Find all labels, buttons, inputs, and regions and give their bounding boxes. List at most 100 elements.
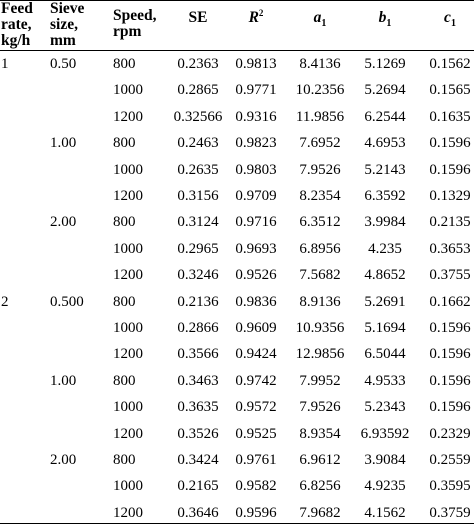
cell-se: 0.3526 [177, 426, 219, 442]
cell-c1: 0.1635 [429, 109, 471, 125]
cell-b1: 6.5044 [364, 346, 406, 362]
cell-se: 0.2865 [177, 82, 219, 98]
table-top-rule [0, 0, 474, 1]
cell-se: 0.3424 [177, 452, 219, 468]
cell-a1: 6.8956 [299, 241, 341, 257]
cell-speed: 1200 [113, 346, 143, 362]
cell-c1: 0.3653 [429, 241, 471, 257]
cell-c1: 0.3759 [429, 505, 471, 521]
cell-r2: 0.9761 [235, 452, 277, 468]
header-se: SE [188, 9, 208, 26]
cell-r2: 0.9813 [235, 56, 277, 72]
cell-speed: 800 [113, 294, 136, 310]
cell-c1: 0.2329 [429, 426, 471, 442]
cell-a1: 7.9526 [299, 399, 341, 415]
header-bottom-rule [0, 50, 474, 51]
cell-r2: 0.9693 [235, 241, 277, 257]
cell-speed: 1000 [113, 320, 143, 336]
cell-b1: 4.235 [368, 241, 402, 257]
cell-r2: 0.9836 [235, 294, 277, 310]
header-c1-subscript: 1 [450, 18, 456, 30]
cell-c1: 0.1562 [429, 56, 471, 72]
cell-b1: 4.9533 [364, 373, 406, 389]
cell-a1: 10.9356 [295, 320, 345, 336]
cell-c1: 0.2559 [429, 452, 471, 468]
cell-b1: 4.1562 [364, 505, 406, 521]
cell-r2: 0.9803 [235, 162, 277, 178]
cell-r2: 0.9526 [235, 267, 277, 283]
cell-sieve: 1.00 [50, 373, 77, 389]
cell-se: 0.3566 [177, 346, 219, 362]
cell-speed: 1000 [113, 399, 143, 415]
cell-c1: 0.1662 [429, 294, 471, 310]
cell-b1: 6.2544 [364, 109, 406, 125]
cell-r2: 0.9582 [235, 478, 277, 494]
cell-se: 0.3463 [177, 373, 219, 389]
header-sieve-line: size, [50, 16, 78, 33]
cell-se: 0.2363 [177, 56, 219, 72]
cell-b1: 5.1269 [364, 56, 406, 72]
header-b1-subscript: 1 [386, 18, 392, 30]
cell-feed: 2 [1, 294, 9, 310]
cell-se: 0.2463 [177, 135, 219, 151]
cell-a1: 12.9856 [295, 346, 345, 362]
header-feed_rate-line: kg/h [1, 32, 31, 49]
cell-r2: 0.9609 [235, 320, 277, 336]
cell-speed: 1200 [113, 109, 143, 125]
cell-a1: 8.9136 [299, 294, 341, 310]
cell-b1: 3.9984 [364, 214, 406, 230]
cell-se: 0.2866 [177, 320, 219, 336]
cell-speed: 1200 [113, 426, 143, 442]
cell-r2: 0.9525 [235, 426, 277, 442]
cell-speed: 1200 [113, 267, 143, 283]
cell-a1: 8.2354 [299, 188, 341, 204]
cell-a1: 7.9952 [299, 373, 341, 389]
cell-sieve: 2.00 [50, 452, 77, 468]
cell-speed: 800 [113, 452, 136, 468]
cell-sieve: 2.00 [50, 214, 77, 230]
header-a1-subscript: 1 [321, 18, 327, 30]
cell-b1: 4.6953 [364, 135, 406, 151]
cell-a1: 6.9612 [299, 452, 341, 468]
cell-speed: 1000 [113, 241, 143, 257]
cell-a1: 7.9682 [299, 505, 341, 521]
header-r2-supscript: 2 [258, 7, 264, 18]
cell-r2: 0.9742 [235, 373, 277, 389]
cell-c1: 0.1596 [429, 135, 471, 151]
cell-speed: 800 [113, 373, 136, 389]
cell-r2: 0.9716 [235, 214, 277, 230]
cell-a1: 8.4136 [299, 56, 341, 72]
cell-speed: 1000 [113, 162, 143, 178]
header-speed-line: rpm [113, 23, 142, 40]
cell-speed: 800 [113, 56, 136, 72]
cell-r2: 0.9709 [235, 188, 277, 204]
cell-feed: 1 [1, 56, 9, 72]
cell-c1: 0.1596 [429, 346, 471, 362]
cell-b1: 4.9235 [364, 478, 406, 494]
header-c1: c1 [444, 10, 456, 30]
cell-c1: 0.1596 [429, 399, 471, 415]
cell-r2: 0.9596 [235, 505, 277, 521]
cell-sieve: 1.00 [50, 135, 77, 151]
cell-b1: 5.2343 [364, 399, 406, 415]
cell-se: 0.3246 [177, 267, 219, 283]
cell-se: 0.2965 [177, 241, 219, 257]
cell-r2: 0.9823 [235, 135, 277, 151]
cell-sieve: 0.500 [50, 294, 84, 310]
header-r2-symbol: R [248, 9, 259, 26]
cell-b1: 5.2694 [364, 82, 406, 98]
cell-c1: 0.1329 [429, 188, 471, 204]
cell-c1: 0.2135 [429, 214, 471, 230]
cell-a1: 6.3512 [299, 214, 341, 230]
cell-c1: 0.3755 [429, 267, 471, 283]
cell-b1: 3.9084 [364, 452, 406, 468]
cell-speed: 800 [113, 214, 136, 230]
cell-a1: 6.8256 [299, 478, 341, 494]
cell-c1: 0.1596 [429, 162, 471, 178]
cell-b1: 5.1694 [364, 320, 406, 336]
cell-a1: 7.9526 [299, 162, 341, 178]
cell-b1: 4.8652 [364, 267, 406, 283]
cell-a1: 8.9354 [299, 426, 341, 442]
header-sieve-line: mm [50, 32, 76, 49]
